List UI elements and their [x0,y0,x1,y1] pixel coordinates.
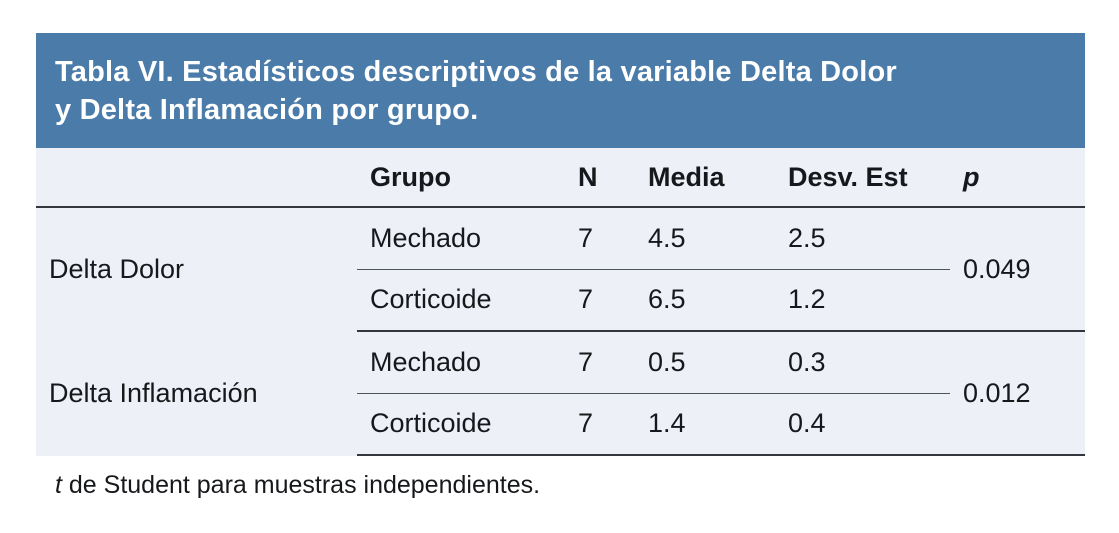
row-label-delta-inflamacion: Delta Inflamación [49,377,258,408]
cell-n: 7 [565,393,635,456]
cell-grupo: Corticoide [357,269,565,332]
cell-desv: 2.5 [775,207,950,270]
header-variable [36,148,357,208]
cell-n: 7 [565,207,635,270]
cell-grupo: Mechado [357,331,565,394]
table-title-banner: Tabla VI. Estadísticos descriptivos de l… [36,33,1085,148]
statistics-table: Grupo N Media Desv. Est p Delta Dolor Me… [36,148,1085,456]
cell-p-value: 0.012 [950,331,1085,456]
table-row: Corticoide 7 6.5 1.2 [36,269,1085,332]
cell-media: 0.5 [635,331,775,394]
cell-grupo: Corticoide [357,393,565,456]
cell-desv: 0.3 [775,331,950,394]
header-grupo: Grupo [357,148,565,208]
cell-media: 1.4 [635,393,775,456]
row-label-delta-dolor: Delta Dolor [49,254,185,284]
cell-n: 7 [565,331,635,394]
cell-n: 7 [565,269,635,332]
table-row: Delta Dolor Mechado 7 4.5 2.5 0.049 [36,207,1085,332]
table-title-line1: Tabla VI. Estadísticos descriptivos de l… [55,56,897,88]
header-p-value: p [950,148,1085,208]
cell-p-value: 0.049 [950,207,1085,332]
cell-media: 6.5 [635,269,775,332]
cell-desv: 0.4 [775,393,950,456]
table-title-line2: y Delta Inflamación por grupo. [55,94,479,126]
table-row: Delta Inflamación Mechado 7 0.5 0.3 0.01… [36,331,1085,456]
footnote-stat-symbol: t [55,471,62,499]
cell-grupo: Mechado [357,207,565,270]
header-desv-est: Desv. Est [775,148,950,208]
cell-media: 4.5 [635,207,775,270]
cell-desv: 1.2 [775,269,950,332]
table-row: Corticoide 7 1.4 0.4 [36,393,1085,456]
footnote-text: de Student para muestras independientes. [61,471,541,499]
header-media: Media [635,148,775,208]
table-footnote: t de Student para muestras independiente… [55,470,1119,500]
header-n: N [565,148,635,208]
header-row: Grupo N Media Desv. Est p [36,148,1085,208]
